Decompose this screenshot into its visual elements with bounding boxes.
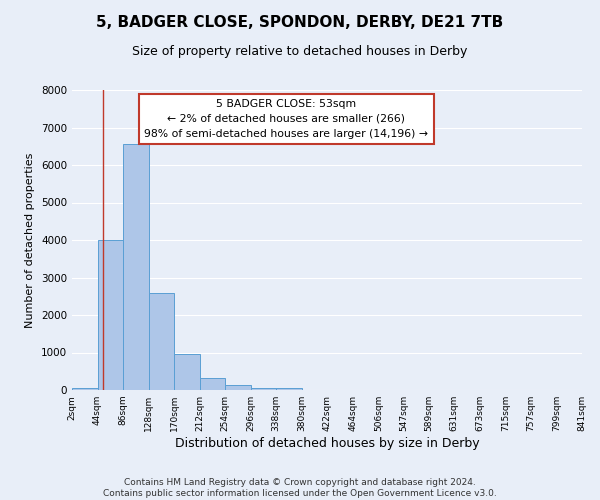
Bar: [98, 240, 123, 390]
Text: 5 BADGER CLOSE: 53sqm
← 2% of detached houses are smaller (266)
98% of semi-deta: 5 BADGER CLOSE: 53sqm ← 2% of detached h…: [144, 99, 428, 138]
Bar: [276, 388, 302, 390]
Y-axis label: Number of detached properties: Number of detached properties: [25, 152, 35, 328]
Bar: [225, 385, 251, 390]
Bar: [72, 388, 98, 390]
Text: 5, BADGER CLOSE, SPONDON, DERBY, DE21 7TB: 5, BADGER CLOSE, SPONDON, DERBY, DE21 7T…: [97, 15, 503, 30]
Bar: [149, 292, 174, 390]
Bar: [123, 144, 149, 390]
Bar: [251, 388, 276, 390]
Text: Contains HM Land Registry data © Crown copyright and database right 2024.
Contai: Contains HM Land Registry data © Crown c…: [103, 478, 497, 498]
Bar: [174, 354, 200, 390]
Bar: [200, 378, 225, 390]
X-axis label: Distribution of detached houses by size in Derby: Distribution of detached houses by size …: [175, 437, 479, 450]
Text: Size of property relative to detached houses in Derby: Size of property relative to detached ho…: [133, 45, 467, 58]
